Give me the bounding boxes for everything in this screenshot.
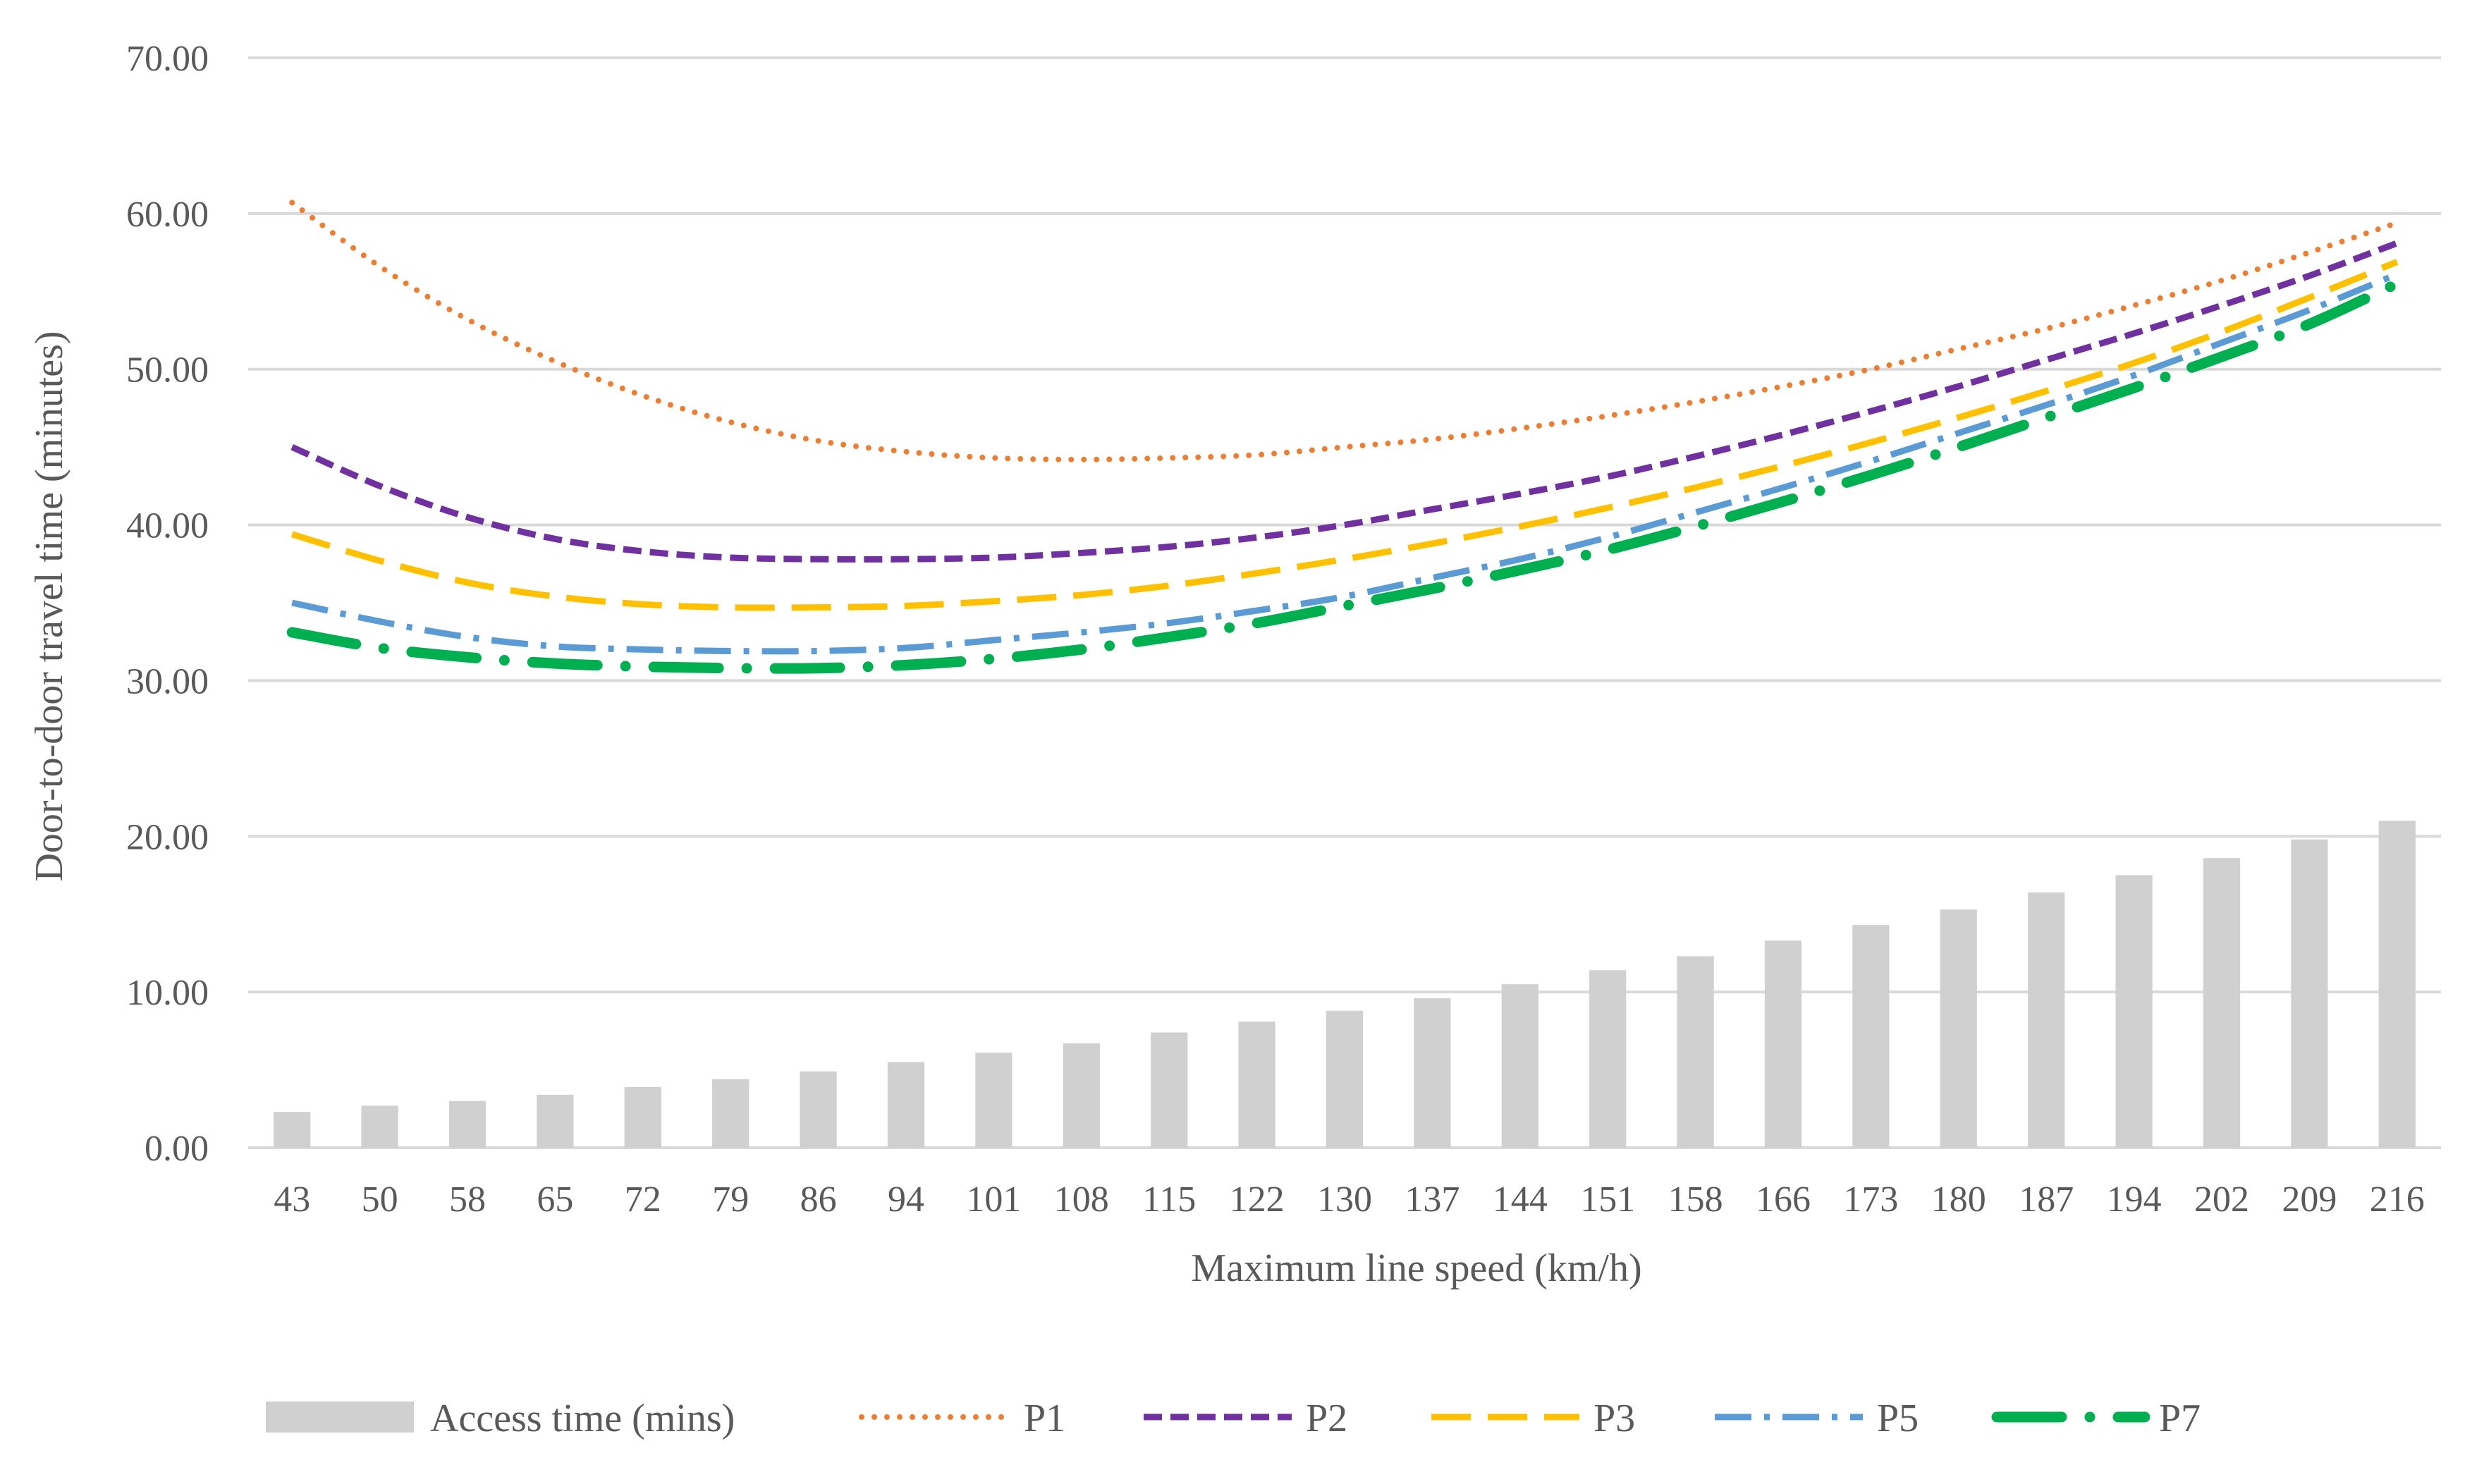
legend-label-p5: P5: [1877, 1397, 1919, 1440]
legend-swatch-access-time: [266, 1402, 414, 1433]
y-tick-label: 20.00: [126, 817, 209, 857]
x-tick-label: 151: [1580, 1179, 1635, 1220]
x-tick-label: 72: [625, 1179, 661, 1220]
legend-label-access-time: Access time (mins): [430, 1397, 735, 1440]
y-axis-title: Door-to-door travel time (minutes): [27, 331, 71, 881]
bar-layer: [274, 821, 2416, 1148]
series-line-p2: [290, 240, 2399, 563]
bar: [2115, 875, 2153, 1148]
bar: [274, 1112, 311, 1148]
y-tick-label: 0.00: [145, 1129, 209, 1169]
x-axis-title: Maximum line speed (km/h): [1191, 1246, 1641, 1290]
y-tick-label: 50.00: [126, 350, 209, 391]
bar: [1414, 998, 1451, 1148]
y-tick-label: 40.00: [126, 506, 209, 546]
bar: [1940, 909, 1977, 1148]
legend-label-p7: P7: [2159, 1397, 2201, 1440]
bar: [975, 1053, 1012, 1148]
x-tick-label: 50: [362, 1179, 398, 1220]
bar: [1589, 970, 1627, 1148]
x-tick-label: 122: [1230, 1179, 1285, 1220]
x-tick-label: 65: [537, 1179, 573, 1220]
x-tick-label: 216: [2370, 1179, 2425, 1220]
x-tick-label: 158: [1668, 1179, 1723, 1220]
x-tick-label: 58: [449, 1179, 486, 1220]
bar: [1238, 1022, 1275, 1148]
x-tick-label: 101: [966, 1179, 1021, 1220]
bar: [624, 1086, 661, 1148]
bar: [2203, 858, 2241, 1148]
x-tick-label: 202: [2194, 1179, 2249, 1220]
bar: [2378, 821, 2416, 1148]
bar: [800, 1071, 837, 1148]
bar: [448, 1100, 487, 1148]
legend-label-p2: P2: [1306, 1397, 1347, 1440]
bar: [712, 1079, 749, 1148]
series-line-p7: [286, 278, 2403, 674]
x-tick-label: 209: [2282, 1179, 2337, 1220]
x-tick-label: 94: [888, 1179, 924, 1220]
x-tick-label: 108: [1054, 1179, 1109, 1220]
x-tick-label: 137: [1405, 1179, 1460, 1220]
x-tick-label: 173: [1843, 1179, 1898, 1220]
legend-label-p1: P1: [1024, 1397, 1065, 1440]
x-tick-label: 187: [2019, 1179, 2074, 1220]
legend: Access time (mins) P1 P2 P3 P5 P7: [266, 1397, 2201, 1440]
bar: [1063, 1043, 1100, 1148]
bar: [1764, 940, 1802, 1148]
x-tick-label: 144: [1493, 1179, 1548, 1220]
x-tick-label: 166: [1756, 1179, 1811, 1220]
bar: [1151, 1032, 1188, 1148]
series-line-p5: [291, 271, 2399, 655]
bar: [1677, 956, 1714, 1148]
x-tick-label: 194: [2107, 1179, 2162, 1220]
y-tick-label: 70.00: [126, 39, 209, 79]
bar: [2291, 839, 2328, 1148]
x-tick-label: 115: [1142, 1179, 1196, 1220]
x-tick-label: 79: [712, 1179, 749, 1220]
bar: [537, 1094, 574, 1148]
y-tick-label: 60.00: [126, 195, 209, 235]
x-tick-label: 43: [274, 1179, 310, 1220]
bar: [1501, 984, 1538, 1148]
y-axis-ticks: 0.00 10.00 20.00 30.00 40.00 50.00 60.00 70.00: [126, 39, 209, 1169]
series-line-p1: [289, 200, 2400, 462]
x-tick-label: 130: [1317, 1179, 1372, 1220]
y-tick-label: 30.00: [126, 661, 209, 701]
bar: [887, 1062, 925, 1148]
bar: [1852, 925, 1890, 1148]
y-tick-label: 10.00: [126, 973, 209, 1013]
x-tick-label: 180: [1931, 1179, 1986, 1220]
bar: [1326, 1010, 1364, 1148]
x-tick-label: 86: [800, 1179, 837, 1220]
series-line-p3: [290, 259, 2399, 611]
legend-label-p3: P3: [1593, 1397, 1635, 1440]
bar: [2028, 892, 2065, 1148]
x-axis-ticks: 43 50 58 65 72 79 86 94 101 108 115 122 130 137 144 151…: [274, 1179, 2425, 1220]
line-layer: [286, 200, 2403, 674]
bar: [361, 1105, 398, 1148]
